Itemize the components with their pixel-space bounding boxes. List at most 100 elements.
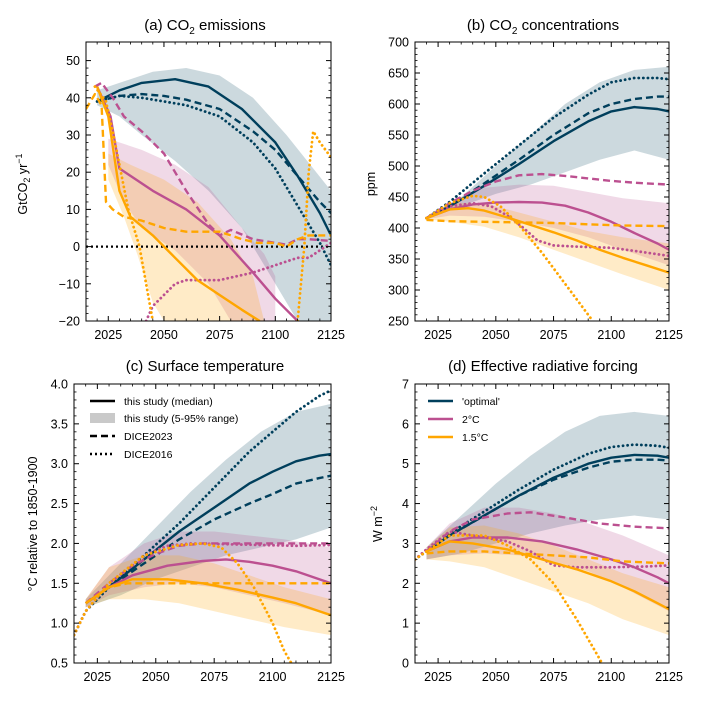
series-optimal-dotted (415, 443, 669, 561)
x-tick-label: 2025 (83, 670, 111, 684)
x-tick-label: 2125 (317, 670, 345, 684)
panel-d-plot-area (415, 411, 669, 663)
legend-dice2016-label: DICE2016 (124, 449, 173, 461)
series-two-dotted (415, 530, 669, 569)
y-tick-label: 30 (66, 129, 80, 143)
legend-optimal-label: 'optimal' (462, 396, 500, 408)
legend-range-swatch (90, 413, 115, 423)
x-tick-label: 2075 (540, 670, 568, 684)
legend-line-styles: this study (median) this study (5-95% ra… (90, 396, 238, 461)
panel-b-plot-area (425, 66, 669, 321)
y-tick-label: 4.0 (51, 378, 68, 392)
series-onefive-dashed (85, 582, 331, 605)
panel-c-title: (c) Surface temperature (126, 358, 284, 375)
range-band-optimal (97, 68, 331, 321)
y-tick-label: 2.5 (51, 497, 68, 511)
y-tick-label: −10 (59, 277, 80, 291)
series-onefive-dashed (86, 92, 331, 248)
series-onefive-solid (426, 206, 669, 274)
y-tick-label: 400 (388, 222, 409, 236)
series-optimal-dotted (95, 94, 331, 267)
series-onefive-dashed (426, 550, 669, 565)
x-tick-label: 2125 (317, 328, 345, 342)
y-tick-label: 3.5 (51, 417, 68, 431)
series-onefive-dotted (93, 85, 155, 321)
series-onefive-dotted (296, 129, 331, 321)
y-tick-label: −20 (59, 315, 80, 329)
x-tick-label: 2025 (424, 328, 452, 342)
range-band-optimal (426, 411, 669, 560)
series-two-solid (426, 200, 669, 251)
series-two-dashed (84, 542, 331, 605)
series-onefive-solid (95, 86, 261, 321)
panel-b: (b) CO2 concentrations ppm 2025 2050 2075 2… (364, 17, 683, 342)
y-tick-label: 10 (66, 203, 80, 217)
y-tick-label: 450 (388, 191, 409, 205)
x-tick-label: 2125 (655, 670, 683, 684)
series-optimal-dashed (425, 458, 669, 553)
y-tick-label: 2 (402, 577, 409, 591)
y-tick-label: 50 (66, 54, 80, 68)
legend-2c-label: 2°C (462, 414, 480, 426)
x-tick-label: 2050 (482, 670, 510, 684)
y-tick-label: 650 (388, 67, 409, 81)
y-tick-label: 40 (66, 91, 80, 105)
series-two-dotted (425, 201, 669, 258)
series-two-dashed (425, 172, 669, 220)
series-optimal-dotted (425, 76, 669, 220)
panel-c: (c) Surface temperature °C relative to 1… (26, 358, 345, 684)
series-optimal-solid (425, 105, 669, 220)
y-tick-label: 20 (66, 166, 80, 180)
x-tick-label: 2075 (540, 328, 568, 342)
panel-a-ylabel: GtCO2 yr−1 (14, 153, 32, 214)
panel-d-ylabel: W m−2 (369, 506, 385, 542)
legend-dice2023-label: DICE2023 (124, 431, 173, 443)
series-onefive-dashed (426, 218, 669, 228)
y-tick-label: 5 (402, 457, 409, 471)
panel-b-title: (b) CO2 concentrations (467, 17, 619, 37)
x-tick-label: 2100 (597, 328, 625, 342)
series-onefive-solid (85, 578, 331, 617)
legend-range-label: this study (5-95% range) (124, 413, 238, 425)
series-two-solid (426, 536, 669, 585)
panel-c-ylabel: °C relative to 1850-1900 (26, 456, 40, 591)
y-tick-label: 1 (402, 617, 409, 631)
x-tick-label: 2050 (142, 670, 170, 684)
y-tick-label: 3.0 (51, 457, 68, 471)
x-tick-label: 2100 (259, 670, 287, 684)
range-band-two (426, 507, 669, 612)
x-tick-label: 2050 (482, 328, 510, 342)
panel-d: (d) Effective radiative forcing W m−2 20… (369, 358, 683, 684)
series-optimal-dashed (85, 474, 331, 605)
series-optimal-solid (96, 77, 331, 236)
series-onefive-dotted (415, 534, 604, 663)
series-onefive-dotted (74, 542, 293, 663)
y-tick-label: 0 (73, 240, 80, 254)
y-tick-label: 6 (402, 417, 409, 431)
y-tick-label: 350 (388, 253, 409, 267)
y-tick-label: 550 (388, 129, 409, 143)
series-optimal-dotted (74, 388, 331, 637)
series-two-dashed (425, 511, 669, 553)
panel-a-title: (a) CO2 emissions (144, 17, 265, 37)
range-band-onefive (108, 153, 265, 321)
y-tick-label: 300 (388, 284, 409, 298)
legend-scenarios: 'optimal' 2°C 1.5°C (428, 396, 500, 444)
x-tick-label: 2075 (200, 670, 228, 684)
panel-b-ylabel: ppm (364, 172, 378, 196)
y-tick-label: 250 (388, 315, 409, 329)
panel-a-plot-area (86, 68, 331, 321)
range-band-onefive (426, 203, 669, 290)
range-band-onefive (426, 525, 669, 636)
series-onefive-dotted (425, 194, 595, 321)
y-tick-label: 0.5 (51, 657, 68, 671)
x-tick-label: 2125 (655, 328, 683, 342)
y-tick-label: 1.5 (51, 577, 68, 591)
panel-c-plot-area (74, 388, 331, 663)
legend-1-5c-label: 1.5°C (462, 432, 489, 444)
y-tick-label: 500 (388, 160, 409, 174)
y-tick-label: 0 (402, 657, 409, 671)
y-tick-label: 4 (402, 497, 409, 511)
x-tick-label: 2050 (150, 328, 178, 342)
